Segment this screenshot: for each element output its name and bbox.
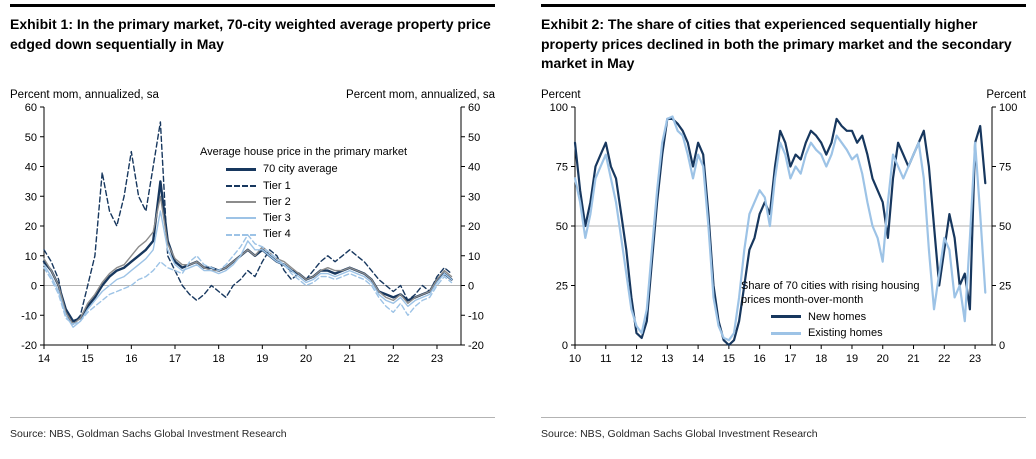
svg-text:40: 40 [25,162,37,174]
svg-text:10: 10 [569,353,581,365]
svg-text:75: 75 [999,162,1011,174]
exhibit2-column: Exhibit 2: The share of cities that expe… [541,2,1026,440]
svg-text:19: 19 [846,353,858,365]
svg-text:10: 10 [468,251,480,263]
svg-text:0: 0 [468,281,474,293]
legend-item-tier4: Tier 4 [226,227,407,241]
legend-label-tier3: Tier 3 [263,212,291,225]
svg-text:75: 75 [556,162,568,174]
svg-text:20: 20 [300,353,312,365]
svg-text:15: 15 [723,353,735,365]
svg-text:30: 30 [468,191,480,203]
svg-text:20: 20 [877,353,889,365]
exhibit2-top-rule [541,4,1026,7]
exhibit-columns: Exhibit 1: In the primary market, 70-cit… [10,2,1026,440]
svg-text:0: 0 [999,340,1005,352]
svg-text:60: 60 [25,102,37,114]
legend-swatch-existing-homes [771,331,801,335]
exhibit2-chart: 0 0 25 25 50 50 75 75 100 100 10 11 12 13 14 15 16 17 18 19… [550,102,1018,365]
legend-label-new-homes: New homes [808,310,867,323]
svg-text:16: 16 [754,353,766,365]
svg-text:20: 20 [468,221,480,233]
svg-text:10: 10 [25,251,37,263]
legend-swatch-new-homes [771,315,801,319]
svg-text:-10: -10 [468,310,484,322]
svg-text:12: 12 [630,353,642,365]
svg-text:21: 21 [907,353,919,365]
svg-text:25: 25 [556,281,568,293]
legend-label-70-city-average: 70 city average [263,163,338,176]
exhibit1-units-row: Percent mom, annualized, sa Percent mom,… [10,85,495,101]
svg-text:25: 25 [999,281,1011,293]
svg-text:11: 11 [600,353,611,365]
legend-label-existing-homes: Existing homes [808,326,883,339]
legend-item-tier3: Tier 3 [226,211,407,225]
legend-label-tier4: Tier 4 [263,228,291,241]
legend-item-tier2: Tier 2 [226,195,407,209]
legend-swatch-tier1 [226,184,256,187]
svg-text:60: 60 [468,102,480,114]
exhibit2-source: Source: NBS, Goldman Sachs Global Invest… [541,428,818,440]
svg-text:50: 50 [468,132,480,144]
svg-text:100: 100 [999,102,1017,114]
exhibit2-unit-left: Percent [541,89,581,101]
svg-text:23: 23 [969,353,981,365]
chart1-legend: Average house price in the primary marke… [200,145,407,244]
legend-swatch-tier3 [226,217,256,220]
svg-text:-10: -10 [21,310,37,322]
svg-text:50: 50 [999,221,1011,233]
svg-text:13: 13 [661,353,673,365]
exhibit2-unit-right: Percent [986,89,1026,101]
exhibit1-title: Exhibit 1: In the primary market, 70-cit… [10,16,491,52]
svg-text:50: 50 [25,132,37,144]
exhibit1-top-rule [10,4,495,7]
svg-text:20: 20 [25,221,37,233]
svg-text:14: 14 [38,353,50,365]
legend-item-tier1: Tier 1 [226,179,407,193]
svg-text:15: 15 [82,353,94,365]
svg-text:0: 0 [562,340,568,352]
exhibit1-source: Source: NBS, Goldman Sachs Global Invest… [10,428,287,440]
svg-text:50: 50 [556,221,568,233]
svg-text:30: 30 [25,191,37,203]
svg-text:18: 18 [213,353,225,365]
exhibit1-unit-right: Percent mom, annualized, sa [346,89,495,101]
exhibit1-column: Exhibit 1: In the primary market, 70-cit… [10,2,495,440]
svg-text:22: 22 [387,353,399,365]
chart1-legend-title: Average house price in the primary marke… [200,146,408,158]
exhibit2-bottom-rule [541,417,1026,418]
chart2-legend: Share of 70 cities with rising housing p… [741,279,941,342]
exhibit1-chart: -20 -20 -10 -10 0 0 10 10 20 20 30 30 40 40 50 50 60 60 14… [21,102,484,365]
exhibit1-chart-area: -20 -20 -10 -10 0 0 10 10 20 20 30 30 40 40 50 50 60 60 14… [10,101,495,371]
svg-text:19: 19 [256,353,268,365]
svg-text:23: 23 [431,353,443,365]
svg-text:100: 100 [550,102,568,114]
exhibit1-unit-left: Percent mom, annualized, sa [10,89,159,101]
exhibit1-bottom-rule [10,417,495,418]
svg-text:18: 18 [815,353,827,365]
legend-swatch-tier2 [226,201,256,204]
chart2-legend-caption: Share of 70 cities with rising housing p… [741,280,920,307]
svg-text:17: 17 [784,353,796,365]
svg-text:17: 17 [169,353,181,365]
legend-swatch-tier4 [226,233,256,236]
exhibit2-units-row: Percent Percent [541,85,1026,101]
svg-text:0: 0 [31,281,37,293]
exhibit2-chart-area: 0 0 25 25 50 50 75 75 100 100 10 11 12 13 14 15 16 17 18 19… [541,101,1026,371]
exhibit2-title: Exhibit 2: The share of cities that expe… [541,16,1012,72]
svg-text:40: 40 [468,162,480,174]
legend-label-tier2: Tier 2 [263,195,291,208]
legend-item-70-city-average: 70 city average [226,162,407,176]
legend-item-existing-homes: Existing homes [771,326,941,340]
legend-label-tier1: Tier 1 [263,179,291,192]
svg-text:16: 16 [125,353,137,365]
svg-text:14: 14 [692,353,704,365]
svg-text:-20: -20 [468,340,484,352]
svg-text:-20: -20 [21,340,37,352]
svg-text:22: 22 [938,353,950,365]
svg-text:21: 21 [344,353,356,365]
legend-item-new-homes: New homes [771,310,941,324]
legend-swatch-70-city-average [226,167,256,171]
